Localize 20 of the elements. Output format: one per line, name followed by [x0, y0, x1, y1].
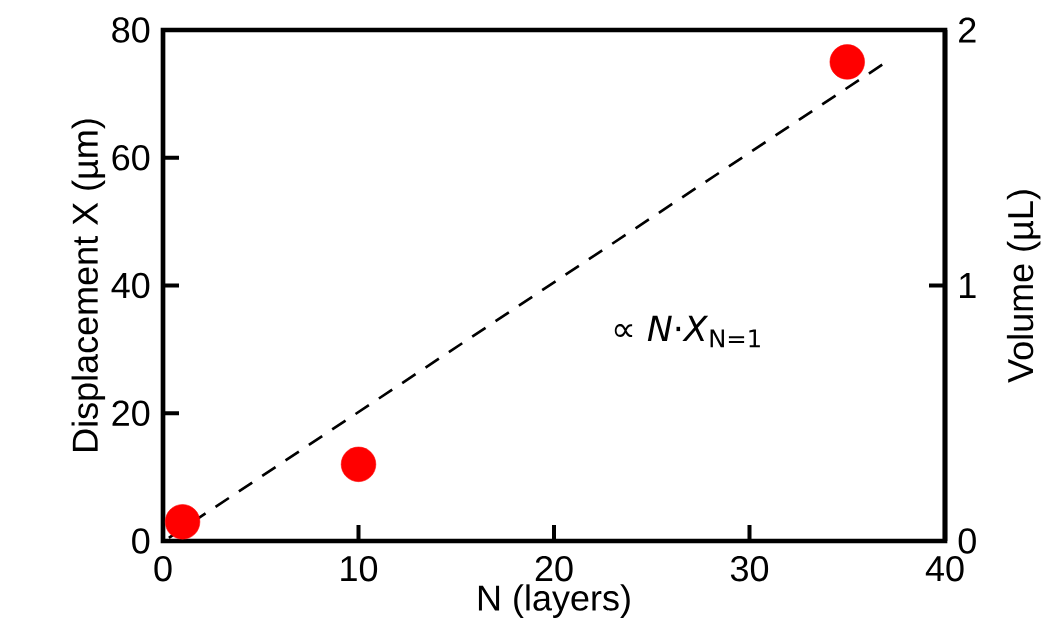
x-tick-label: 40 — [925, 555, 964, 582]
y-tick-label: 60 — [112, 145, 150, 171]
x-tick-label: 0 — [154, 555, 172, 582]
y2-tick-label: 1 — [960, 273, 976, 298]
y2-axis-title: Volume (µL) — [1006, 190, 1041, 383]
x-tick-label: 20 — [535, 555, 573, 582]
y-tick-label: 20 — [112, 400, 150, 426]
x-tick-label: 10 — [341, 555, 378, 582]
x-tick-label: 30 — [730, 555, 769, 582]
x-axis-title: N (layers) — [478, 584, 630, 618]
y-tick-label: 40 — [111, 272, 150, 299]
point — [829, 44, 865, 80]
y2-tick-label: 2 — [959, 17, 976, 43]
y-tick-label: 0 — [132, 528, 150, 554]
point — [340, 446, 377, 482]
annotation: ∝ N·X$_{N=1}$ — [614, 315, 760, 348]
y-axis-title: Displacement X (µm) — [71, 119, 106, 451]
y2-tick-label: 0 — [958, 528, 976, 554]
y-tick-label: 80 — [112, 17, 150, 43]
point — [164, 504, 201, 540]
